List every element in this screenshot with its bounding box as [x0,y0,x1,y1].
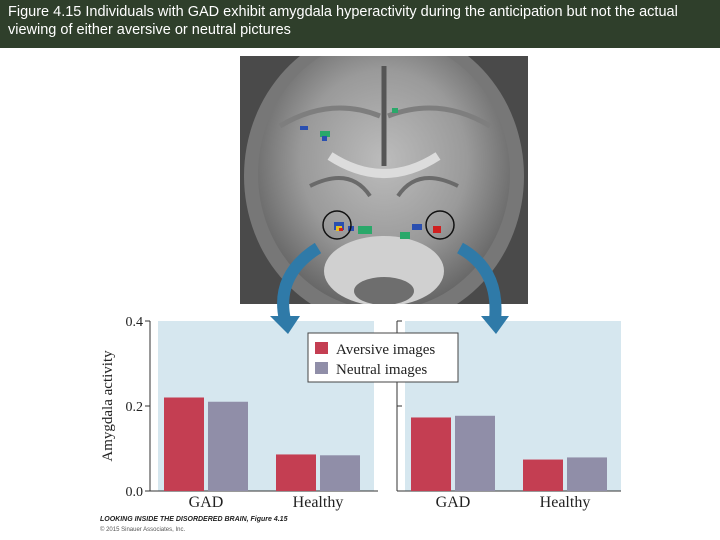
book-caption: LOOKING INSIDE THE DISORDERED BRAIN, Fig… [100,516,288,523]
x-tick-label-panel2-healthy: Healthy [540,494,591,511]
bar-panel2-gad-neutral [455,415,495,491]
legend-swatch-aversive [315,342,328,354]
bar-panel2-gad-aversive [411,417,451,491]
arrow-right [456,242,509,334]
legend-box [307,332,459,383]
legend: Aversive images Neutral images [307,332,459,383]
figure-title: Figure 4.15 Individuals with GAD exhibit… [8,4,678,38]
legend-label-neutral: Neutral images [336,362,427,378]
bar-panel1-healthy-neutral [320,455,360,491]
bar-panel2-healthy-neutral [567,457,607,491]
bar-panel2-healthy-aversive [523,459,563,491]
arrow-left [270,242,322,334]
y-tick-label-0: 0.0 [126,485,144,500]
bar-panel1-healthy-aversive [276,454,316,491]
title-bar: Figure 4.15 Individuals with GAD exhibit… [0,0,720,48]
y-axis-label: Amygdala activity [100,350,116,462]
x-tick-label-panel2-gad: GAD [436,494,471,511]
y-tick-label-1: 0.2 [126,400,144,415]
bar-panel1-gad-neutral [208,401,248,491]
legend-swatch-neutral [315,362,328,374]
brain-scan-image [240,56,528,304]
bar-panel1-gad-aversive [164,397,204,491]
y-tick-label-2: 0.4 [126,315,144,330]
x-tick-label-panel1-gad: GAD [189,494,224,511]
copyright-text: © 2015 Sinauer Associates, Inc. [100,527,186,533]
legend-label-aversive: Aversive images [336,342,435,358]
x-tick-label-panel1-healthy: Healthy [293,494,344,511]
